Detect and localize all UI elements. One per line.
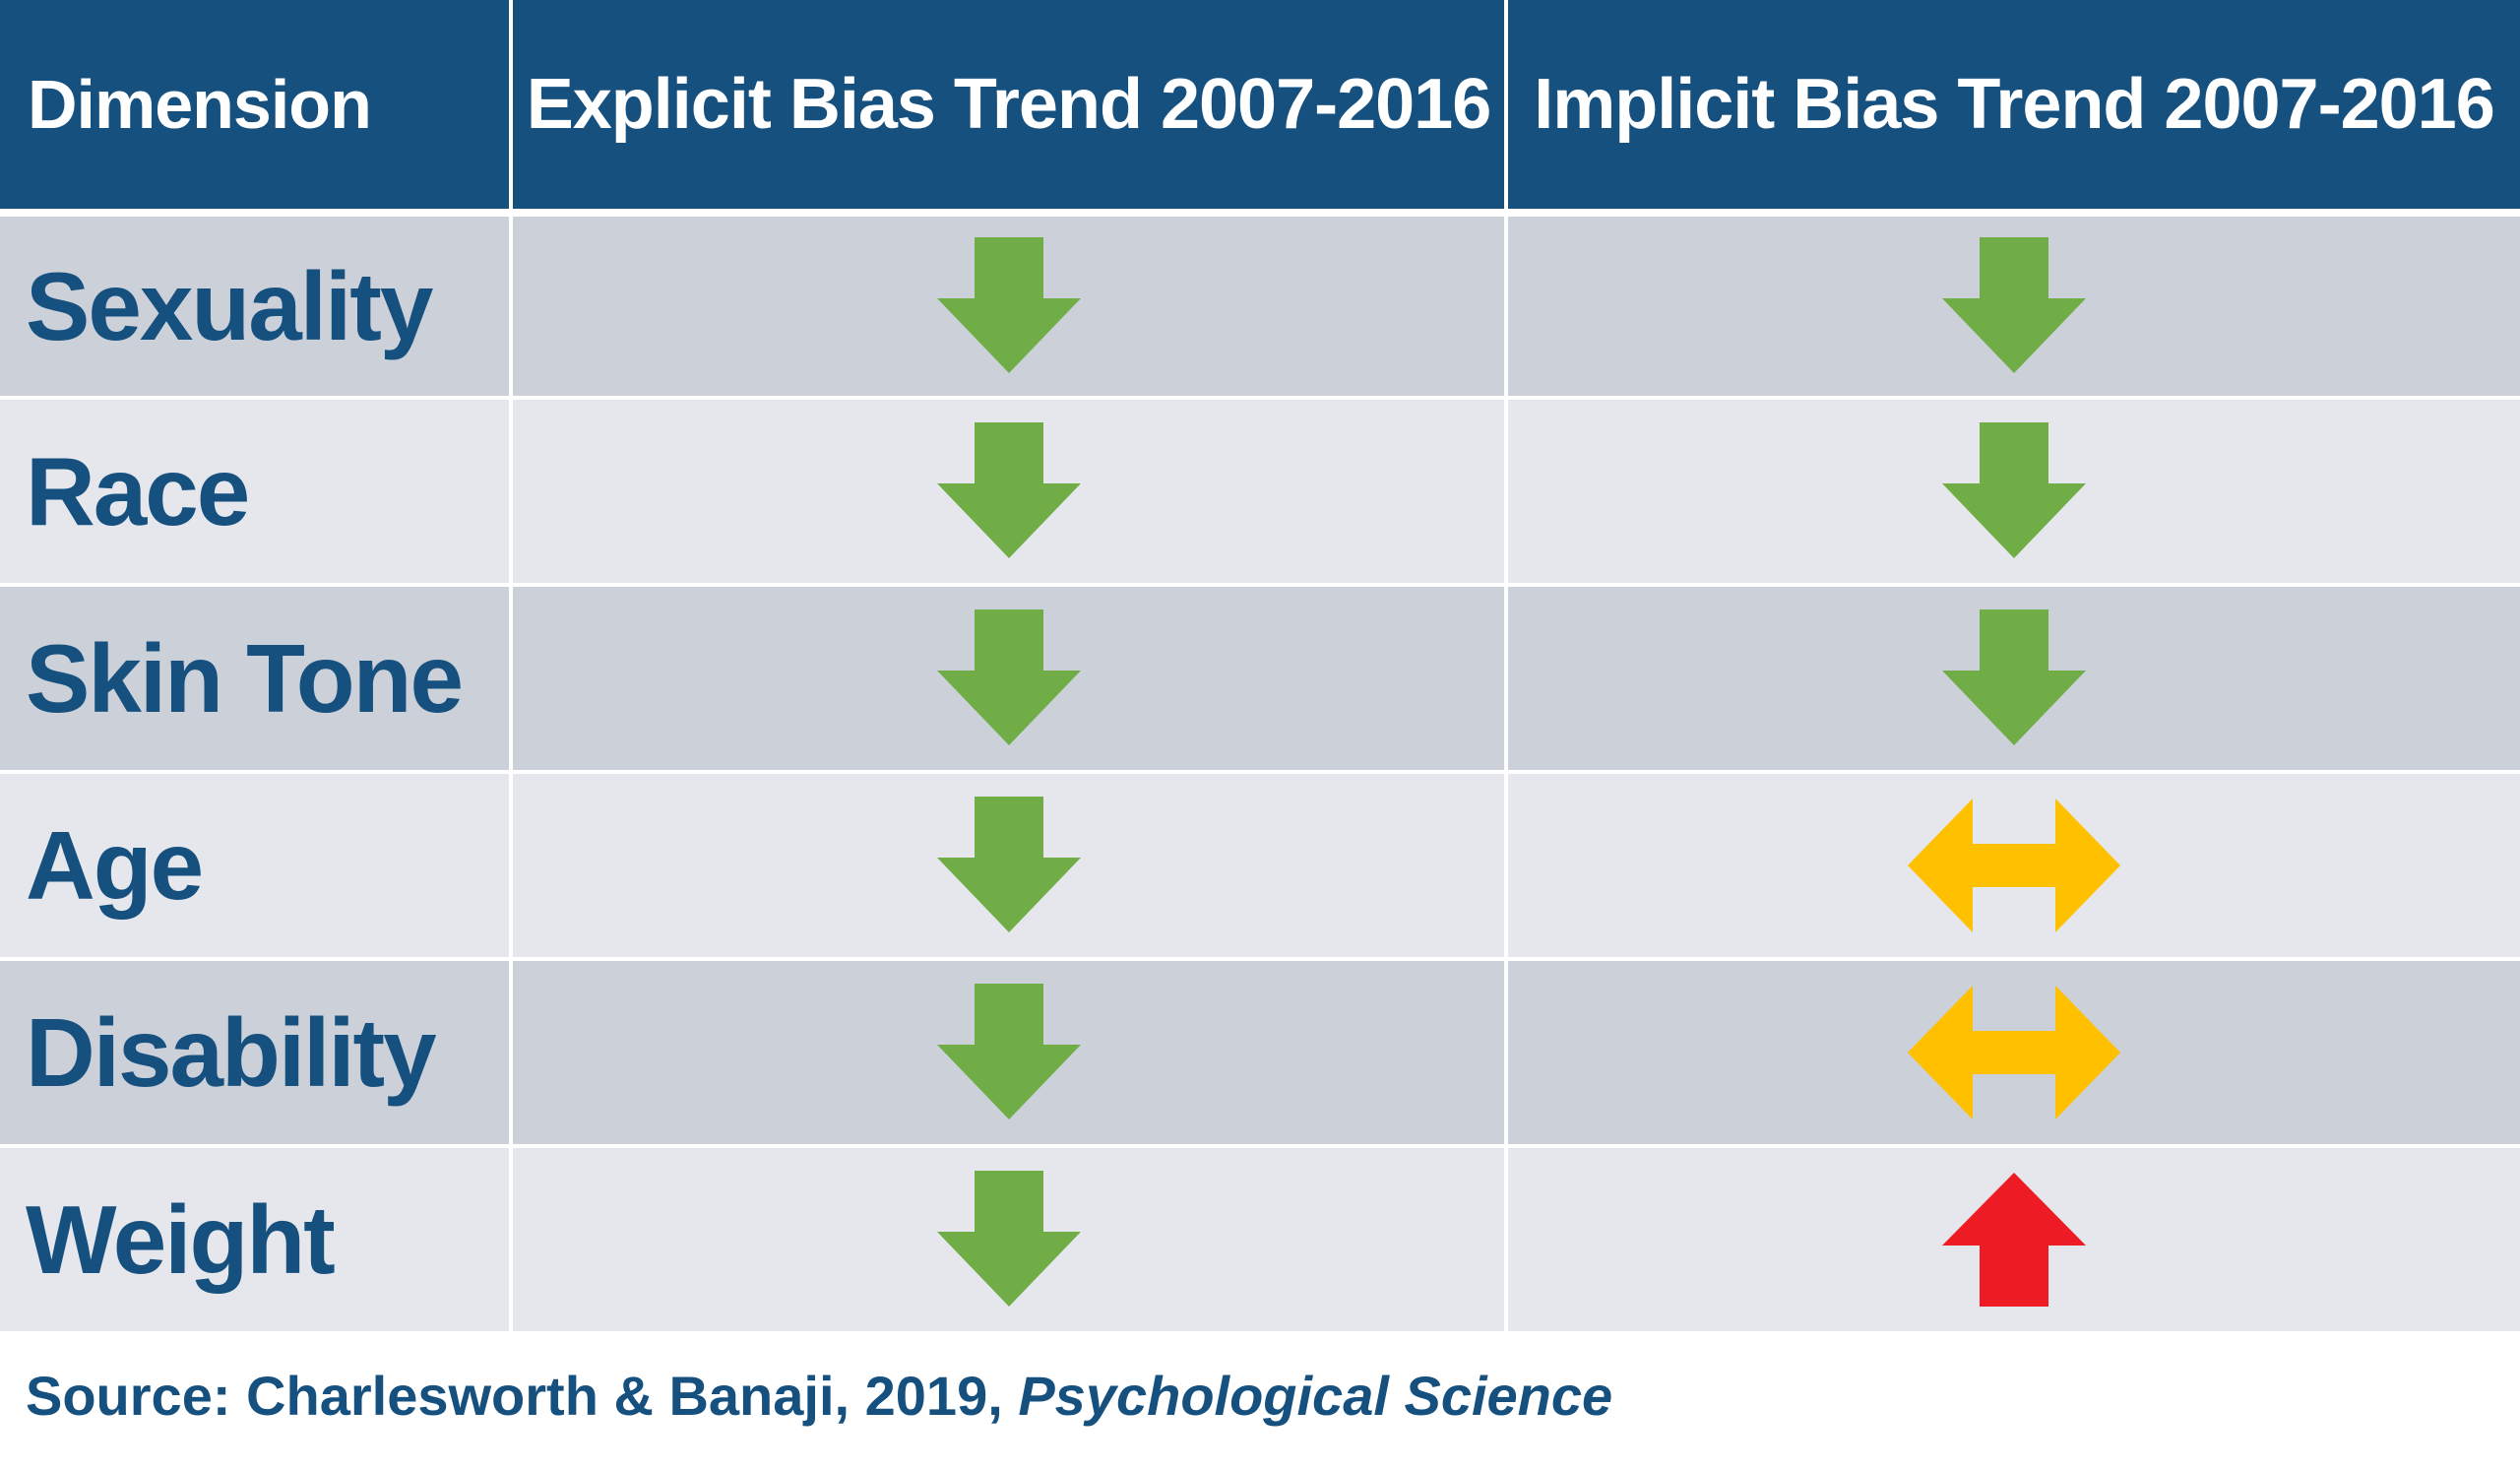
table-row-label: Weight [0, 1144, 513, 1331]
arrow-down-icon [1942, 237, 2086, 373]
table-row-label: Race [0, 396, 513, 583]
explicit-trend-cell [513, 770, 1508, 957]
implicit-trend-cell [1508, 770, 2520, 957]
table-row-label: Disability [0, 957, 513, 1144]
source-journal: Psychological Science [1018, 1365, 1613, 1427]
arrow-down-icon [936, 422, 1081, 558]
implicit-trend-cell [1508, 209, 2520, 396]
table-row-label: Skin Tone [0, 583, 513, 770]
implicit-trend-cell [1508, 396, 2520, 583]
arrow-down-icon [936, 237, 1081, 373]
explicit-trend-cell [513, 396, 1508, 583]
implicit-trend-cell [1508, 1144, 2520, 1331]
header-explicit-trend: Explicit Bias Trend 2007-2016 [513, 0, 1508, 209]
source-text: Source: Charlesworth & Banaji, 2019, [26, 1365, 1019, 1427]
arrow-up-icon [1942, 1173, 2086, 1307]
implicit-trend-cell [1508, 583, 2520, 770]
arrow-down-icon [936, 797, 1081, 932]
arrow-left-right-icon [1908, 986, 2120, 1119]
table-row-label: Sexuality [0, 209, 513, 396]
arrow-down-icon [1942, 422, 2086, 558]
explicit-trend-cell [513, 209, 1508, 396]
source-citation: Source: Charlesworth & Banaji, 2019, Psy… [26, 1364, 1612, 1428]
bias-trend-table: Dimension Explicit Bias Trend 2007-2016 … [0, 0, 2520, 1331]
implicit-trend-cell [1508, 957, 2520, 1144]
explicit-trend-cell [513, 583, 1508, 770]
arrow-down-icon [936, 984, 1081, 1119]
header-implicit-trend: Implicit Bias Trend 2007-2016 [1508, 0, 2520, 209]
arrow-down-icon [936, 1171, 1081, 1307]
arrow-down-icon [936, 609, 1081, 745]
header-dimension: Dimension [0, 0, 513, 209]
table-row-label: Age [0, 770, 513, 957]
arrow-left-right-icon [1908, 799, 2120, 932]
arrow-down-icon [1942, 609, 2086, 745]
explicit-trend-cell [513, 1144, 1508, 1331]
explicit-trend-cell [513, 957, 1508, 1144]
